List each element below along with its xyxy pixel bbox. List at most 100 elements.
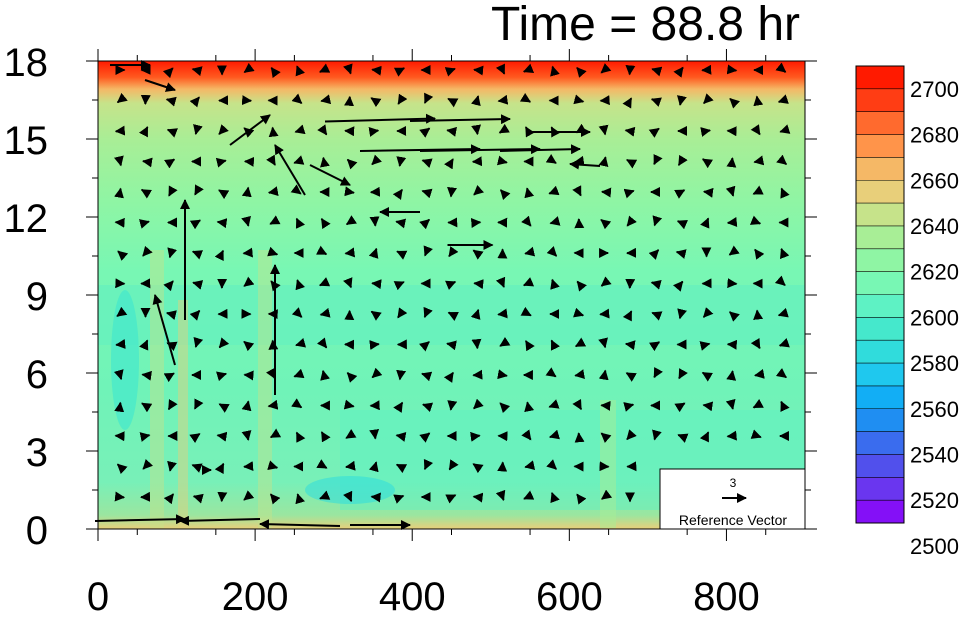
wind-vector xyxy=(218,403,230,413)
x-tick-label: 800 xyxy=(693,575,760,618)
wind-vector xyxy=(270,67,281,79)
wind-vector xyxy=(116,306,128,317)
wind-vector xyxy=(652,215,663,227)
wind-vector xyxy=(370,492,381,503)
wind-vector xyxy=(725,398,736,410)
wind-vector xyxy=(422,402,434,413)
wind-vector xyxy=(114,491,126,502)
wind-vector xyxy=(524,187,535,199)
wind-vector xyxy=(193,124,203,135)
wind-vector xyxy=(316,459,328,469)
wind-vector xyxy=(703,93,714,104)
reference-vector-label: Reference Vector xyxy=(679,512,788,528)
colorbar-swatch xyxy=(856,180,904,204)
y-tick-label: 12 xyxy=(4,197,49,241)
wind-vector xyxy=(396,250,408,260)
wind-vector xyxy=(750,124,761,136)
wind-vector xyxy=(138,219,150,229)
wind-vector xyxy=(648,249,660,260)
contour-warm-column-2 xyxy=(178,300,188,528)
wind-vector xyxy=(473,65,484,76)
wind-vector xyxy=(140,188,152,199)
wind-vector xyxy=(167,460,177,472)
wind-vector xyxy=(218,337,230,349)
wind-vector xyxy=(775,62,787,73)
wind-vector xyxy=(598,337,608,349)
colorbar-swatch xyxy=(856,385,904,410)
wind-vector xyxy=(421,188,433,199)
wind-vector xyxy=(194,184,204,196)
wind-vector xyxy=(752,185,764,195)
wind-vector xyxy=(499,336,511,347)
wind-vector xyxy=(472,463,484,474)
wind-vector xyxy=(191,463,203,473)
wind-vector xyxy=(267,460,279,471)
wind-vector xyxy=(651,66,663,77)
wind-vector xyxy=(229,114,271,146)
wind-vector xyxy=(345,215,357,226)
wind-vector xyxy=(473,279,484,290)
colorbar-swatch xyxy=(856,134,904,158)
wind-vector xyxy=(779,124,791,134)
wind-vector xyxy=(600,218,612,230)
colorbar-swatch xyxy=(856,111,904,135)
colorbar-label: 2700 xyxy=(910,77,959,102)
contour-warm-column-3 xyxy=(258,250,272,528)
wind-vector xyxy=(371,154,383,166)
wind-vector xyxy=(290,184,302,195)
wind-vector xyxy=(167,247,178,259)
wind-vector xyxy=(393,281,405,291)
wind-vector xyxy=(259,519,341,530)
wind-vector xyxy=(268,126,279,138)
wind-vector xyxy=(622,310,633,322)
colorbar-label: 2600 xyxy=(910,305,959,330)
wind-vector xyxy=(545,367,557,378)
wind-vector xyxy=(623,188,635,199)
wind-vector xyxy=(295,431,306,443)
wind-vector xyxy=(520,306,532,317)
wind-vector xyxy=(752,398,764,409)
wind-vector xyxy=(214,462,225,475)
wind-vector xyxy=(370,310,382,321)
wind-vector xyxy=(191,66,203,77)
wind-vector xyxy=(269,215,281,225)
wind-vector xyxy=(652,429,662,441)
y-tick-label: 6 xyxy=(26,353,48,397)
wind-vector xyxy=(268,339,279,350)
wind-vector xyxy=(626,158,638,169)
wind-vector xyxy=(241,215,251,227)
wind-vector xyxy=(546,246,558,257)
wind-vector xyxy=(269,428,282,439)
contour-field xyxy=(98,61,805,529)
wind-vector xyxy=(139,432,151,442)
wind-vector xyxy=(498,123,510,134)
colorbar-swatch xyxy=(856,317,904,341)
wind-vector xyxy=(780,187,790,199)
y-tick-label: 15 xyxy=(4,119,49,163)
wind-vector xyxy=(519,92,532,103)
wind-vector xyxy=(241,430,252,441)
wind-vectors xyxy=(94,60,791,530)
wind-vector xyxy=(447,97,459,108)
wind-vector xyxy=(443,371,454,383)
wind-vector xyxy=(395,463,408,474)
wind-vector xyxy=(626,215,637,227)
wind-vector xyxy=(94,514,186,525)
wind-vector xyxy=(569,159,601,170)
wind-vector xyxy=(548,399,560,409)
colorbar-frame xyxy=(855,65,905,524)
wind-vector xyxy=(419,127,431,138)
wind-vector xyxy=(189,433,201,444)
wind-vector xyxy=(294,124,306,135)
wind-vector xyxy=(600,276,612,287)
wind-vector xyxy=(598,156,609,168)
wind-vector xyxy=(395,218,407,229)
wind-vector xyxy=(445,280,457,291)
wind-vector xyxy=(622,97,633,109)
wind-vector xyxy=(550,278,560,290)
colorbar-label: 2540 xyxy=(910,442,959,467)
wind-vector xyxy=(753,95,764,107)
colorbar-swatch xyxy=(856,500,904,524)
wind-vector xyxy=(472,249,484,260)
